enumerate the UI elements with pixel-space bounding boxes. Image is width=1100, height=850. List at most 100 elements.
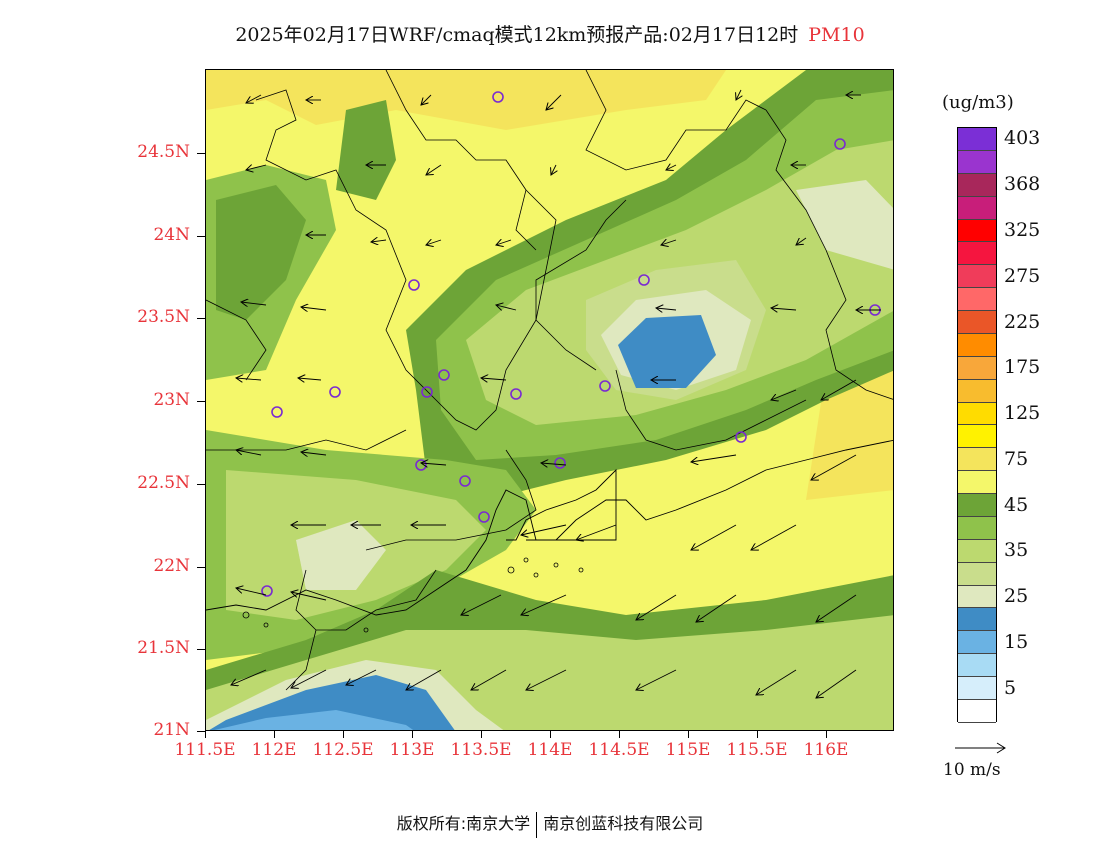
- lat-label: 24N: [153, 225, 190, 245]
- station-marker: [329, 386, 341, 398]
- footer-separator: [536, 811, 538, 838]
- legend-swatch: [958, 448, 996, 472]
- legend-unit: (ug/m3): [942, 92, 1014, 113]
- legend-swatch: [958, 516, 996, 540]
- field-pale-northeast: [796, 180, 893, 270]
- lat-tick: [197, 401, 205, 402]
- lon-label: 113.5E: [450, 740, 512, 760]
- legend-swatch: [958, 379, 996, 403]
- admin-boundaries: [206, 70, 893, 691]
- legend-swatch: [958, 425, 996, 449]
- coastline: [206, 439, 893, 616]
- reference-vector-arrow: [955, 742, 1006, 754]
- legend-label: 125: [1004, 402, 1041, 425]
- station-marker: [834, 138, 846, 150]
- station-marker: [478, 511, 490, 523]
- station-marker: [421, 386, 433, 398]
- lat-tick: [197, 484, 205, 485]
- copyright-footer: 版权所有:南京大学 南京创蓝科技有限公司: [0, 810, 1100, 838]
- lat-tick: [197, 567, 205, 568]
- lon-label: 115.5E: [726, 740, 788, 760]
- legend-label: 15: [1004, 630, 1029, 653]
- legend-swatch: [958, 311, 996, 334]
- legend-swatch: [958, 608, 996, 632]
- legend-swatch: [958, 654, 996, 677]
- legend-swatch: [958, 356, 996, 380]
- lat-label: 21N: [153, 720, 190, 740]
- station-marker: [735, 431, 747, 443]
- legend-label: 275: [1004, 264, 1041, 287]
- lon-label: 112E: [251, 740, 297, 760]
- legend-label: 75: [1004, 447, 1029, 470]
- station-marker: [510, 388, 522, 400]
- legend-label: 175: [1004, 356, 1041, 379]
- lon-tick: [274, 731, 275, 738]
- field-pale-southwest: [296, 520, 386, 590]
- field-patch-75-north: [206, 70, 726, 130]
- legend-swatch: [958, 219, 996, 243]
- lat-tick: [197, 236, 205, 237]
- legend-swatch: [958, 128, 996, 151]
- lon-tick: [481, 731, 482, 738]
- footer-copyright: 版权所有:南京大学: [396, 814, 531, 833]
- lat-tick: [197, 153, 205, 154]
- station-marker: [492, 91, 504, 103]
- legend-label: 325: [1004, 218, 1041, 241]
- lon-label: 113E: [389, 740, 435, 760]
- lat-label: 23.5N: [137, 307, 190, 327]
- lon-label: 111.5E: [174, 740, 236, 760]
- legend-swatch: [958, 196, 996, 220]
- lon-tick: [688, 731, 689, 738]
- station-marker: [599, 380, 611, 392]
- station-marker: [438, 369, 450, 381]
- legend-swatch: [958, 471, 996, 494]
- field-darkgreen-north: [336, 100, 396, 200]
- legend-label: 403: [1004, 127, 1041, 150]
- map-title: 2025年02月17日WRF/cmaq模式12km预报产品:02月17日12时 P…: [0, 20, 1100, 47]
- footer-company: 南京创蓝科技有限公司: [543, 814, 704, 833]
- station-marker: [408, 279, 420, 291]
- islands: [242, 557, 584, 633]
- lon-tick: [757, 731, 758, 738]
- legend-swatch: [958, 539, 996, 563]
- lat-label: 21.5N: [137, 638, 190, 658]
- legend-label: 5: [1004, 676, 1017, 699]
- lon-tick: [550, 731, 551, 738]
- lat-label: 22.5N: [137, 473, 190, 493]
- pm10-field-map: [206, 70, 893, 730]
- legend-label: 368: [1004, 173, 1041, 196]
- legend-swatch: [958, 677, 996, 700]
- lon-tick: [343, 731, 344, 738]
- lon-label: 114.5E: [588, 740, 650, 760]
- legend-label: 35: [1004, 539, 1029, 562]
- legend-swatch: [958, 242, 996, 266]
- legend-label: 225: [1004, 310, 1041, 333]
- lat-tick: [197, 649, 205, 650]
- station-marker: [459, 475, 471, 487]
- field-darkgreen-west: [216, 185, 306, 320]
- title-main: 2025年02月17日WRF/cmaq模式12km预报产品:02月17日12时: [235, 24, 799, 46]
- lon-tick: [619, 731, 620, 738]
- lon-label: 116E: [803, 740, 849, 760]
- lon-label: 115E: [665, 740, 711, 760]
- legend-swatch: [958, 173, 996, 197]
- legend-swatch: [958, 402, 996, 426]
- legend-swatch: [958, 494, 996, 517]
- lon-tick: [412, 731, 413, 738]
- lon-label: 114E: [527, 740, 573, 760]
- lat-label: 23N: [153, 390, 190, 410]
- lon-label: 112.5E: [312, 740, 374, 760]
- map-panel: [205, 69, 894, 731]
- station-marker: [271, 406, 283, 418]
- legend-label: 25: [1004, 585, 1029, 608]
- field-blue-center: [618, 315, 716, 388]
- lon-tick: [826, 731, 827, 738]
- field-band-lightblue: [214, 710, 414, 730]
- lat-tick: [197, 731, 205, 732]
- legend-swatch: [958, 333, 996, 357]
- legend-swatch: [958, 631, 996, 655]
- wind-vectors: [231, 89, 881, 698]
- reference-vector-label: 10 m/s: [943, 760, 1001, 780]
- legend-colorbar: [957, 127, 997, 723]
- lat-label: 24.5N: [137, 142, 190, 162]
